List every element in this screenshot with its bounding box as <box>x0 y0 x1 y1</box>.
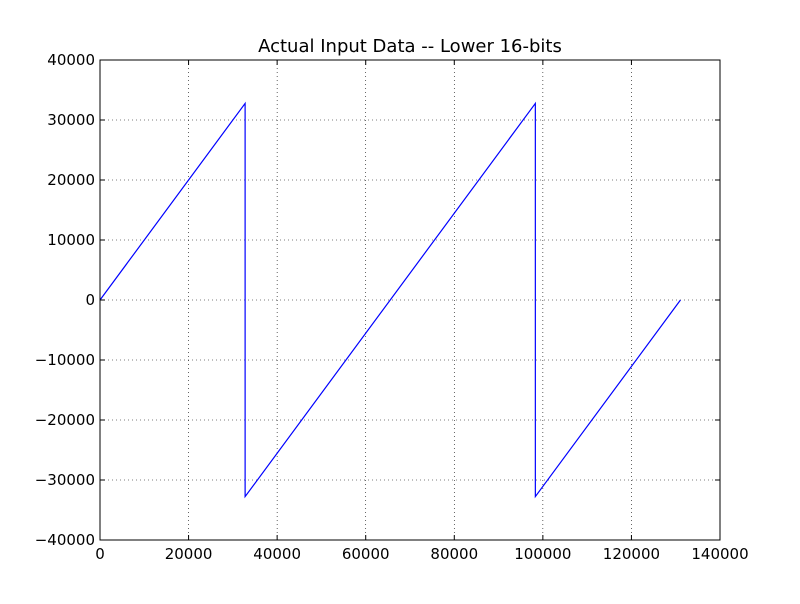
y-tick-label: 40000 <box>47 51 95 69</box>
x-tick-label: 60000 <box>342 545 390 563</box>
y-tick-label: −30000 <box>35 471 95 489</box>
x-tick-label: 140000 <box>691 545 748 563</box>
series-layer <box>99 101 681 499</box>
y-tick-label: 30000 <box>47 111 95 129</box>
y-tick-label: 0 <box>85 291 95 309</box>
y-tick-label: 20000 <box>47 171 95 189</box>
x-tick-label: 120000 <box>603 545 660 563</box>
x-tick-label: 80000 <box>430 545 478 563</box>
y-tick-label: 10000 <box>47 231 95 249</box>
x-tick-label: 20000 <box>165 545 213 563</box>
chart-title: Actual Input Data -- Lower 16-bits <box>258 36 562 57</box>
grid <box>100 60 720 540</box>
x-tick-label: 0 <box>95 545 105 563</box>
y-tick-label: −10000 <box>35 351 95 369</box>
x-tick-label: 100000 <box>514 545 571 563</box>
y-tick-label: −20000 <box>35 411 95 429</box>
tick-labels: 0 20000 40000 60000 80000 100000 120000 140000−… <box>35 51 749 563</box>
ticks <box>99 59 721 541</box>
y-tick-label: −40000 <box>35 531 95 549</box>
series-line <box>99 101 681 499</box>
x-tick-label: 40000 <box>253 545 301 563</box>
